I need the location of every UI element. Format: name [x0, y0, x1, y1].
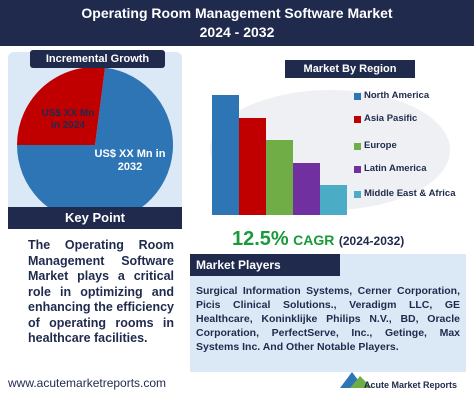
- legend-item: North America: [364, 90, 430, 101]
- region-title: Market By Region: [285, 60, 415, 78]
- legend-item: Middle East & Africa: [364, 188, 456, 199]
- subtitle: 2024 - 2032: [199, 24, 275, 40]
- legend-swatch: [354, 143, 361, 150]
- bar: [266, 140, 293, 215]
- legend-swatch: [354, 166, 361, 173]
- legend-item: Asia Pasific: [364, 113, 418, 124]
- label-2024: US$ XX Mn in 2024: [41, 108, 95, 131]
- bar: [212, 95, 239, 215]
- bar: [320, 185, 347, 215]
- footer-url: www.acutemarketreports.com: [8, 376, 167, 390]
- pie-2032: [17, 67, 173, 223]
- growth-title: Incremental Growth: [30, 50, 165, 68]
- footer-logo: Acute Market Reports: [364, 380, 458, 390]
- cagr-period: (2024-2032): [338, 234, 405, 248]
- logo-icon: [350, 376, 372, 388]
- cagr-label: CAGR: [293, 232, 335, 248]
- legend-swatch: [354, 191, 361, 198]
- key-point-text: The Operating Room Management Software M…: [28, 238, 174, 345]
- header: Operating Room Management Software Marke…: [0, 0, 474, 46]
- key-point-title: Key Point: [8, 207, 182, 229]
- pie-2024: [16, 66, 106, 145]
- bar: [293, 163, 320, 215]
- players-title: Market Players: [190, 254, 340, 276]
- players-text: Surgical Information Systems, Cerner Cor…: [196, 285, 460, 353]
- legend-swatch: [354, 116, 361, 123]
- legend-item: Latin America: [364, 163, 427, 174]
- cagr: 12.5% CAGR (2024-2032): [232, 228, 404, 251]
- label-2032: US$ XX Mn in 2032: [94, 148, 166, 173]
- legend-item: Europe: [364, 140, 397, 151]
- title: Operating Room Management Software Marke…: [81, 5, 393, 21]
- cagr-value: 12.5%: [232, 228, 289, 250]
- legend-swatch: [354, 93, 361, 100]
- bar: [239, 118, 266, 215]
